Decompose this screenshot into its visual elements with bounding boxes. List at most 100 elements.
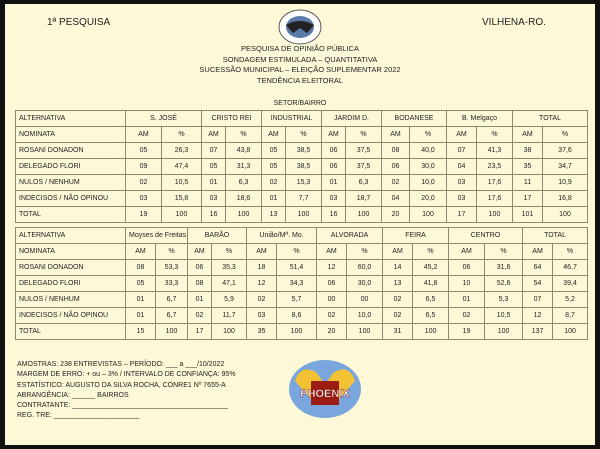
row-label: INDECISOS / NÃO OPINOU [15,307,126,324]
row-label: DELEGADO FLORI [15,275,126,292]
am-cell: 16 [321,206,346,223]
am-cell: 03 [446,174,477,191]
pct-cell: 41,8 [412,275,450,292]
pct-cell: 37,5 [345,142,382,159]
table-row: DELEGADO FLORI 09 47,4 05 31,3 05 38,5 06 37,5 06… [15,158,589,175]
pct-cell: 100 [412,323,450,340]
am-header: AM [201,126,226,143]
pct-cell: 31,3 [225,158,262,175]
pct-cell: 6,5 [412,291,450,308]
row-label: TOTAL [15,206,126,223]
am-header: AM [448,243,486,260]
am-cell: 02 [125,174,162,191]
document-page: 1ª PESQUISA VILHENA-RO. PESQUISA DE OPIN… [5,4,595,445]
am-cell: 31 [382,323,414,340]
pct-cell: 10,0 [346,307,384,324]
pct-cell: 7,7 [285,190,322,207]
pct-cell: 37,5 [345,158,382,175]
am-cell: 16 [201,206,226,223]
pct-header: % [484,243,524,260]
am-cell: 54 [522,275,554,292]
survey-number: 1ª PESQUISA [47,17,111,28]
pct-header: % [276,243,318,260]
am-cell: 17 [446,206,477,223]
am-cell: 01 [201,174,226,191]
table-row: INDECISOS / NÃO OPINOU 03 15,8 03 18,6 01 7,7 0… [15,190,589,207]
pct-cell: 18,7 [345,190,382,207]
group-header: TOTAL [511,110,589,127]
am-cell: 03 [201,190,226,207]
logo-text: PHOENIX [300,388,350,400]
am-cell: 09 [125,158,162,175]
am-cell: 06 [321,142,346,159]
am-cell: 03 [321,190,346,207]
am-cell: 04 [446,158,477,175]
note-line: AMOSTRAS: 238 ENTREVISTAS – PERÍODO: ___… [17,361,225,368]
pct-header: % [285,126,322,143]
row-label: NULOS / NENHUM [15,291,126,308]
pct-cell: 26,3 [161,142,202,159]
pct-cell: 15,3 [285,174,322,191]
group-header-row: ALTERNATIVA S. JOSÉ CRISTO REI INDUSTRIAL JA… [15,110,589,127]
am-header: AM [382,243,414,260]
group-header: B. Melgaço [446,110,513,127]
am-cell: 101 [512,206,543,223]
pct-cell: 8,6 [276,307,318,324]
pct-header: % [345,126,382,143]
am-cell: 01 [125,291,156,308]
am-cell: 02 [382,307,414,324]
am-cell: 35 [512,158,543,175]
am-cell: 07 [201,142,226,159]
pct-cell: 23,5 [476,158,513,175]
pct-header: % [210,243,248,260]
section-label: SETOR/BAIRRO [273,100,327,107]
group-header: ALVORADA [316,227,384,244]
am-header: AM [522,243,554,260]
am-cell: 05 [201,158,226,175]
group-header: BARÃO [186,227,248,244]
pct-cell: 11,7 [210,307,248,324]
am-cell: 14 [382,259,414,276]
pct-cell: 10,0 [409,174,447,191]
pct-header: % [552,243,589,260]
title-line: SONDAGEM ESTIMULADA – QUANTITATIVA [222,54,378,64]
group-header: INDUSTRIAL [261,110,322,127]
city-label: VILHENA-RO. [482,17,546,28]
am-cell: 137 [522,323,554,340]
am-cell: 05 [125,142,162,159]
am-cell: 20 [316,323,348,340]
group-header: BODANESE [381,110,447,127]
pct-cell: 38,5 [285,158,322,175]
pct-header: % [155,243,188,260]
am-cell: 12 [522,307,554,324]
pct-cell: 43,8 [225,142,262,159]
group-header: CRISTO REI [201,110,262,127]
pct-cell: 46,7 [552,259,589,276]
am-cell: 00 [316,291,348,308]
am-cell: 11 [512,174,543,191]
pct-cell: 37,6 [541,142,589,159]
pct-cell: 5,3 [484,291,524,308]
am-cell: 06 [316,275,348,292]
table-row: DELEGADO FLORI 05 33,3 08 47,1 12 34,3 06 30,0 13… [15,275,589,292]
pct-cell: 5,7 [276,291,318,308]
pct-header: % [541,126,589,143]
am-cell: 13 [261,206,286,223]
pct-cell: 18,6 [225,190,262,207]
nominata-header: NOMINATA [15,126,126,143]
pct-cell: 00 [346,291,384,308]
pct-cell: 31,6 [484,259,524,276]
pct-cell: 52,6 [484,275,524,292]
am-header: AM [321,126,346,143]
am-cell: 12 [316,259,348,276]
am-cell: 06 [187,259,212,276]
title-line: SUCESSÃO MUNICIPAL – ELEIÇÃO SUPLEMENTAR… [199,65,401,74]
am-header: AM [446,126,477,143]
am-cell: 02 [381,174,410,191]
am-cell: 03 [446,190,477,207]
am-cell: 02 [187,307,212,324]
am-cell: 13 [382,275,414,292]
am-header: AM [381,126,410,143]
note-line: MARGEM DE ERRO: + ou – 3% / INTERVALO DE… [17,371,236,379]
pct-header: % [412,243,450,260]
